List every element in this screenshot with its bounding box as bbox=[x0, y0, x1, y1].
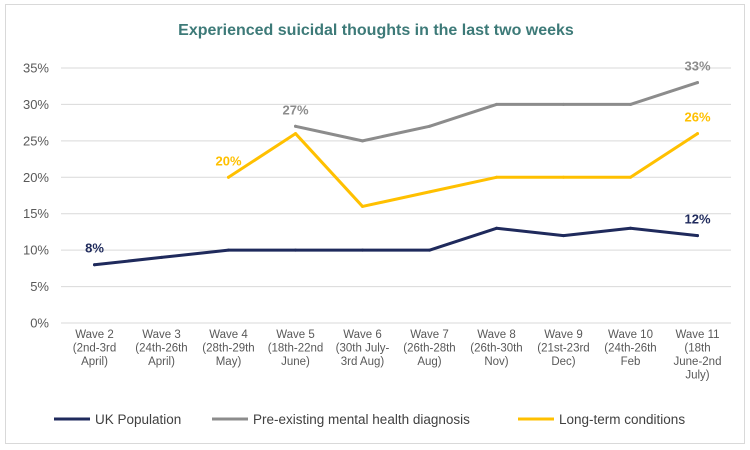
data-point bbox=[696, 132, 699, 136]
data-point bbox=[294, 248, 297, 252]
chart-title: Experienced suicidal thoughts in the las… bbox=[178, 22, 574, 39]
series-lines bbox=[93, 81, 699, 267]
data-point bbox=[562, 234, 565, 238]
data-point bbox=[160, 255, 163, 259]
y-axis-ticks: 0% 5% 10% 15% 20% 25% 30% 35% bbox=[23, 61, 49, 331]
y-tick-label: 25% bbox=[23, 133, 49, 148]
data-point bbox=[562, 102, 565, 106]
x-tick-label: Wave 6 (30th July-3rd Aug) bbox=[336, 329, 390, 368]
series-line-pre-existing-mental-health-diagnosis bbox=[294, 81, 699, 143]
data-point bbox=[294, 132, 297, 136]
data-label: 12% bbox=[684, 212, 710, 227]
x-axis-ticks: Wave 2 (2nd-3rd April) Wave 3 (24th-26th Apri… bbox=[73, 329, 722, 382]
series-line-uk-population bbox=[93, 226, 699, 267]
data-point bbox=[629, 102, 632, 106]
y-tick-label: 30% bbox=[23, 97, 49, 112]
data-labels: 8% 12% 27% 33% 20% 26% bbox=[85, 59, 711, 256]
x-tick-label: Wave 9 (21st-23rd Dec) bbox=[537, 329, 589, 368]
data-point bbox=[562, 175, 565, 179]
data-point bbox=[495, 226, 498, 230]
line-chart: Experienced suicidal thoughts in the las… bbox=[23, 22, 731, 427]
data-point bbox=[361, 139, 364, 143]
legend-label: Long-term conditions bbox=[559, 412, 685, 427]
x-tick-label: Wave 11 (18th June-2nd July) bbox=[674, 329, 722, 382]
legend-label: UK Population bbox=[95, 412, 181, 427]
y-tick-label: 15% bbox=[23, 206, 49, 221]
y-tick-label: 20% bbox=[23, 170, 49, 185]
x-tick-label: Wave 2 (2nd-3rd April) bbox=[73, 329, 116, 368]
x-tick-label: Wave 10 (24th-26th Feb bbox=[604, 329, 656, 368]
x-tick-label: Wave 3 (24th-26th April) bbox=[135, 329, 187, 368]
legend-label: Pre-existing mental health diagnosis bbox=[253, 412, 470, 427]
series-line-long-term-conditions bbox=[227, 132, 699, 208]
data-point bbox=[93, 263, 96, 267]
data-point bbox=[629, 226, 632, 230]
x-tick-label: Wave 7 (26th-28th Aug) bbox=[403, 329, 455, 368]
data-point bbox=[428, 124, 431, 128]
data-point bbox=[361, 204, 364, 208]
y-tick-label: 5% bbox=[30, 279, 49, 294]
data-point bbox=[428, 190, 431, 194]
data-point bbox=[495, 175, 498, 179]
data-label: 33% bbox=[684, 59, 710, 74]
data-point bbox=[227, 248, 230, 252]
y-tick-label: 10% bbox=[23, 243, 49, 258]
x-tick-label: Wave 8 (26th-30th Nov) bbox=[470, 329, 522, 368]
data-point bbox=[294, 124, 297, 128]
x-tick-label: Wave 5 (18th-22nd June) bbox=[268, 329, 324, 368]
data-label: 26% bbox=[684, 110, 710, 125]
data-point bbox=[696, 234, 699, 238]
data-label: 8% bbox=[85, 241, 104, 256]
y-tick-label: 35% bbox=[23, 61, 49, 76]
chart-frame: Experienced suicidal thoughts in the las… bbox=[5, 4, 745, 444]
data-point bbox=[696, 81, 699, 85]
y-tick-label: 0% bbox=[30, 316, 49, 331]
data-point bbox=[428, 248, 431, 252]
data-point bbox=[227, 175, 230, 179]
gridlines bbox=[61, 67, 731, 324]
x-tick-label: Wave 4 (28th-29th May) bbox=[202, 329, 254, 368]
data-label: 20% bbox=[215, 153, 241, 168]
data-point bbox=[629, 175, 632, 179]
data-label: 27% bbox=[282, 102, 308, 117]
data-point bbox=[361, 248, 364, 252]
legend: UK Population Pre-existing mental health … bbox=[54, 412, 685, 427]
data-point bbox=[495, 102, 498, 106]
